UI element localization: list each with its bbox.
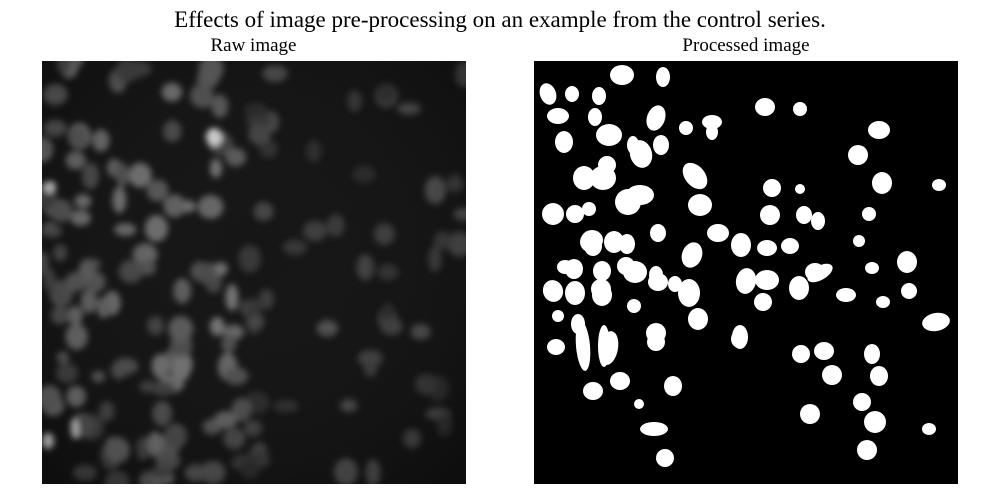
cell-mask-blob [853,393,871,411]
cell-mask-blob [647,333,665,351]
processed-image-title: Processed image [682,35,810,56]
cell-mask-blob [922,423,936,435]
cell-mask-blob [857,440,877,460]
cell-mask-blob [610,65,634,85]
cell-mask-blob [668,276,682,292]
cell-mask-blob [610,372,630,390]
cell-mask-blob [565,86,579,102]
cell-mask-blob [566,205,584,223]
cell-mask-blob [627,299,641,313]
cell-mask-blob [656,449,674,467]
cell-mask-blob [864,411,886,433]
cell-mask-blob [565,259,583,279]
cell-mask-blob [706,124,718,140]
cell-mask-blob [865,262,879,274]
cell-mask-blob [596,124,622,146]
cell-mask-blob [870,366,888,386]
cell-mask-blob [754,293,772,311]
cell-mask-blob [583,382,603,400]
cell-mask-blob [876,296,890,308]
figure-title: Effects of image pre-processing on an ex… [174,7,826,32]
cell-mask-blob [634,399,644,409]
cell-mask-blob [555,131,573,153]
cell-mask-blob [707,224,729,242]
cell-mask-blob [932,179,946,191]
cell-mask-blob [755,270,779,290]
processed-image [534,61,958,484]
cell-mask-blob [792,345,810,363]
cell-mask-blob [542,203,564,225]
cell-mask-blob [814,342,834,360]
cell-mask-blob [732,325,748,349]
cell-mask-blob [582,202,596,216]
cell-mask-blob [682,162,708,190]
cell-mask-blob [755,98,775,116]
cell-mask-blob [731,233,751,257]
cell-mask-blob [681,242,703,268]
cell-mask-blob [807,263,833,283]
cell-mask-blob [735,268,757,294]
cell-mask-blob [650,224,666,242]
cell-mask-blob [789,276,809,300]
cell-mask-blob [542,280,564,302]
cell-mask-blob [864,344,880,364]
cell-mask-blob [848,145,868,165]
cell-mask-blob [872,172,892,194]
cell-mask-blob [593,261,611,281]
cell-mask-blob [679,121,693,135]
cell-mask-blob [629,140,653,168]
cell-mask-blob [678,279,700,307]
cell-mask-blob [604,231,624,253]
cell-mask-blob [617,257,635,275]
cell-mask-blob [615,189,641,215]
cell-mask-blob [539,83,557,105]
cell-mask-blob [862,207,876,221]
cell-mask-blob [781,238,799,254]
cell-mask-blob [702,115,722,129]
cell-mask-blob [811,212,825,230]
cell-mask-blob [763,179,781,197]
cell-mask-blob [822,365,842,385]
cell-mask-blob [552,310,564,322]
cell-mask-blob [922,312,950,332]
cell-mask-blob [656,67,670,87]
cell-mask-blob [901,283,917,299]
cell-mask-blob [547,108,569,124]
cell-mask-blob [664,376,682,396]
cell-mask-blob [853,235,865,247]
cell-mask-blob [688,194,712,216]
cell-mask-blob [640,422,668,436]
cell-mask-blob [619,234,635,254]
cell-mask-blob [648,273,668,291]
cell-mask-blob [646,105,666,131]
cell-mask-blob [796,206,812,224]
raw-cells-image [42,61,466,484]
cell-mask-blob [897,251,917,273]
cell-mask-blob [584,236,602,256]
cell-mask-blob [688,308,708,330]
cell-mask-blob [547,339,565,355]
cell-mask-blob [836,288,856,302]
cell-mask-blob [590,166,616,190]
cell-mask-blob [800,404,820,424]
cell-mask-blob [760,205,780,225]
cell-mask-blob [592,284,612,306]
raw-image [42,61,466,484]
cell-mask-blob [588,108,602,126]
raw-image-title: Raw image [210,35,297,56]
cell-mask-blob [795,184,805,194]
cell-mask-blob [757,240,777,256]
cell-mask-blob [575,321,591,371]
cell-mask-blob [793,102,807,116]
cell-mask-blob [573,166,595,190]
cell-mask-blob [868,121,890,139]
cell-mask-blob [599,331,619,365]
processed-mask-image [534,61,958,484]
cell-mask-blob [565,281,585,305]
cell-mask-blob [653,135,669,155]
cell-mask-blob [592,87,606,105]
